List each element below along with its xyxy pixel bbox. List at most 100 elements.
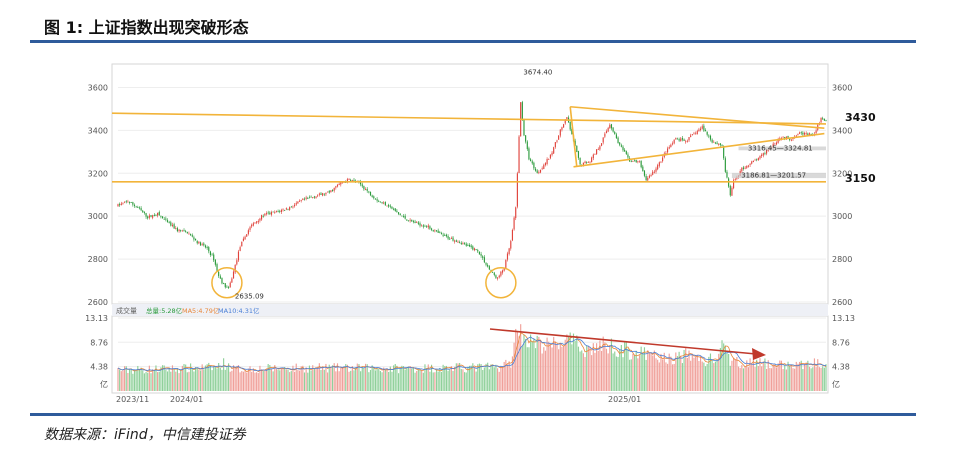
candle-body: [488, 266, 490, 270]
candle-body: [429, 226, 431, 229]
volume-bar: [643, 347, 646, 391]
candle-body: [148, 215, 150, 218]
volume-bar: [406, 367, 408, 391]
candle-body: [133, 204, 136, 206]
candle-body: [475, 249, 477, 250]
volume-bar: [193, 371, 195, 391]
volume-bar: [591, 355, 593, 391]
candle-body: [762, 153, 764, 156]
volume-bar: [366, 364, 368, 391]
volume-bar: [196, 367, 198, 391]
candle-body: [196, 240, 198, 244]
volume-ma-lines: [117, 332, 827, 373]
volume-bar: [770, 368, 773, 391]
volume-bar: [265, 368, 268, 391]
candle-body: [586, 162, 588, 163]
candle-body: [485, 263, 487, 265]
volume-bar: [249, 366, 251, 391]
candle-body: [340, 182, 342, 185]
volume-bar: [256, 372, 258, 391]
candle-body: [536, 170, 538, 173]
candle-body: [227, 287, 230, 288]
candle-body: [772, 143, 774, 148]
volume-tick-right: 8.76: [832, 338, 850, 347]
volume-bar: [206, 364, 208, 391]
volume-bar: [424, 364, 426, 391]
volume-bar: [633, 355, 636, 391]
candle-body: [338, 183, 340, 185]
volume-bar: [214, 366, 216, 391]
volume-bar: [155, 365, 157, 391]
candle-body: [701, 126, 703, 129]
volume-bar: [663, 352, 665, 391]
volume-bar: [513, 342, 515, 391]
volume-bar: [209, 365, 211, 391]
axis-labels: 3600 3600 3400 3400 3200 3200 3000 3000 2800 2800…: [85, 83, 855, 404]
volume-bar: [766, 368, 768, 391]
volume-bar: [119, 369, 121, 391]
candle-body: [577, 151, 580, 158]
candle-body: [609, 124, 611, 129]
candle-body: [744, 167, 746, 169]
volume-bar: [477, 364, 479, 391]
candle-body: [746, 165, 748, 168]
candle-body: [655, 168, 657, 172]
candle-body: [305, 197, 307, 199]
candle-body: [394, 208, 396, 212]
candle-body: [802, 132, 804, 135]
volume-bar: [671, 364, 674, 391]
candle-body: [795, 135, 797, 137]
candle-body: [419, 223, 421, 226]
volume-bar: [629, 359, 631, 391]
volume-bar: [234, 367, 236, 391]
volume-bar: [261, 369, 263, 391]
volume-bar: [135, 370, 137, 391]
candle-body: [232, 271, 235, 279]
volume-bar: [178, 373, 180, 391]
volume-bar: [813, 358, 816, 391]
volume-bar: [678, 351, 680, 391]
volume-bar: [120, 371, 122, 391]
volume-bar: [525, 338, 527, 391]
price-tick-right: 3000: [832, 212, 852, 221]
candle-body: [516, 173, 518, 207]
candle-body: [371, 195, 373, 197]
volume-bar: [429, 371, 431, 391]
volume-bar: [327, 372, 329, 391]
candle-body: [294, 204, 296, 207]
candle-body: [600, 143, 603, 146]
volume-bar: [622, 357, 624, 391]
volume-bar: [317, 366, 319, 391]
candle-body: [558, 135, 560, 140]
candle-body: [125, 201, 127, 203]
candle-body: [759, 156, 761, 159]
volume-bar: [434, 372, 436, 391]
candle-body: [325, 192, 327, 195]
volume-bar: [708, 356, 710, 391]
volume-bar: [322, 366, 324, 391]
volume-bar: [759, 358, 761, 391]
volume-bar: [501, 366, 504, 391]
price-tick-right: 3600: [832, 83, 852, 92]
candle-body: [262, 215, 264, 217]
candle-body: [472, 246, 474, 250]
candle-body: [693, 133, 695, 135]
volume-bar: [379, 371, 381, 391]
volume-bar: [285, 369, 287, 391]
volume-bar: [345, 364, 347, 391]
volume-bar: [709, 353, 712, 391]
candle-body: [335, 186, 337, 188]
candle-body: [754, 159, 756, 161]
volume-bar: [747, 367, 750, 391]
volume-bar: [660, 353, 662, 391]
candle-body: [708, 135, 710, 137]
volume-bar: [264, 370, 266, 391]
candle-body: [216, 264, 218, 272]
volume-bar: [742, 368, 745, 391]
volume-bar: [280, 367, 282, 391]
volume-bar: [698, 360, 700, 391]
candle-body: [643, 170, 646, 176]
candle-body: [279, 211, 281, 213]
gap-box-upper: [738, 146, 826, 151]
candle-body: [229, 282, 231, 288]
